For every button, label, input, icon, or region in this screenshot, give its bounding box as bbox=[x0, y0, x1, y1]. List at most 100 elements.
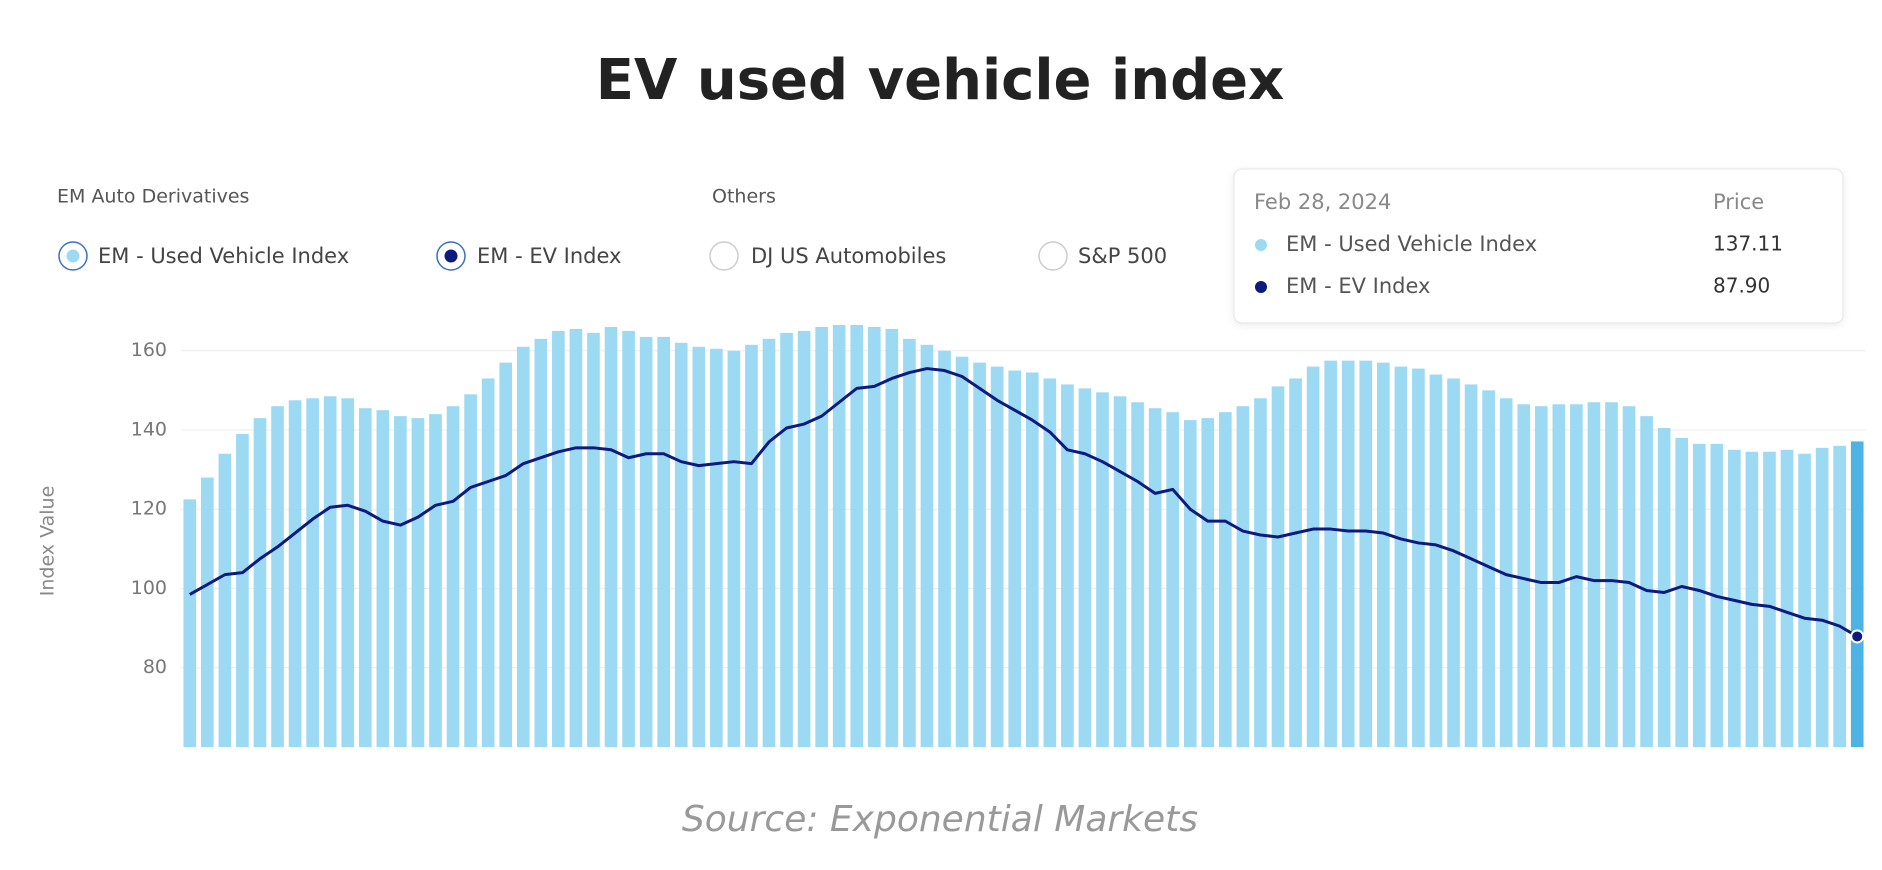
chart-title: EV used vehicle index bbox=[596, 48, 1285, 113]
bar bbox=[236, 433, 249, 747]
bar bbox=[622, 330, 635, 747]
bar bbox=[341, 398, 355, 747]
bar bbox=[1183, 420, 1197, 747]
bar bbox=[411, 418, 425, 747]
tooltip-name: EM - EV Index bbox=[1286, 274, 1430, 298]
bar bbox=[534, 338, 548, 747]
bar bbox=[674, 342, 688, 747]
bar bbox=[1464, 384, 1478, 747]
bar bbox=[1166, 412, 1180, 747]
bar bbox=[569, 328, 583, 747]
legend-label[interactable]: EM - EV Index bbox=[477, 244, 621, 268]
bar bbox=[499, 362, 513, 747]
bar bbox=[1148, 408, 1162, 747]
tooltip-date: Feb 28, 2024 bbox=[1254, 190, 1391, 214]
bar bbox=[552, 330, 565, 747]
bar bbox=[1359, 360, 1373, 747]
y-axis-label: Index Value bbox=[37, 486, 59, 597]
bar bbox=[1605, 402, 1618, 747]
bar bbox=[516, 346, 530, 747]
y-tick-label: 80 bbox=[143, 656, 167, 678]
bar bbox=[1447, 378, 1460, 747]
bar bbox=[1078, 388, 1092, 747]
bar bbox=[710, 348, 723, 747]
bar bbox=[1798, 453, 1811, 747]
bar bbox=[183, 499, 197, 747]
bar bbox=[1061, 384, 1074, 747]
tooltip-name: EM - Used Vehicle Index bbox=[1286, 232, 1537, 256]
bar bbox=[1025, 372, 1039, 747]
radio-label[interactable]: S&P 500 bbox=[1078, 244, 1167, 268]
radio-ring[interactable] bbox=[709, 241, 739, 271]
bar bbox=[1271, 386, 1285, 747]
bar bbox=[1534, 406, 1548, 747]
radio-ring[interactable] bbox=[1038, 241, 1068, 271]
bar bbox=[938, 350, 951, 747]
bar bbox=[990, 366, 1004, 747]
bar bbox=[973, 362, 986, 747]
bar bbox=[1429, 374, 1443, 747]
bar bbox=[1131, 402, 1144, 747]
bar bbox=[1728, 449, 1741, 747]
bar bbox=[727, 350, 741, 747]
bar bbox=[1201, 418, 1215, 747]
bar bbox=[1675, 437, 1689, 747]
bar bbox=[604, 326, 618, 747]
bar bbox=[850, 324, 864, 747]
tooltip: Feb 28, 2024 Price EM - Used Vehicle Ind… bbox=[1233, 168, 1844, 324]
bar bbox=[1850, 441, 1864, 747]
bar bbox=[832, 324, 846, 747]
bar bbox=[692, 346, 706, 747]
bar bbox=[867, 326, 881, 747]
bar bbox=[1096, 392, 1109, 747]
bar bbox=[815, 326, 828, 747]
bar bbox=[1763, 451, 1776, 747]
bar bbox=[253, 418, 267, 747]
bar bbox=[1376, 362, 1390, 747]
bar bbox=[1517, 404, 1531, 747]
bar bbox=[1324, 360, 1337, 747]
bar bbox=[1254, 398, 1267, 747]
radio-dot bbox=[444, 249, 458, 263]
bar bbox=[1306, 366, 1320, 747]
tooltip-dot bbox=[1255, 239, 1267, 251]
y-tick-label: 100 bbox=[131, 577, 167, 599]
tooltip-value: 87.90 bbox=[1713, 274, 1770, 298]
bar bbox=[1499, 398, 1513, 747]
tooltip-header: Price bbox=[1713, 190, 1764, 214]
radio[interactable]: DJ US Automobiles bbox=[709, 241, 946, 271]
bar bbox=[481, 378, 495, 747]
bar bbox=[429, 414, 442, 747]
bar bbox=[1657, 428, 1671, 747]
legend-label[interactable]: EM - Used Vehicle Index bbox=[98, 244, 349, 268]
bar bbox=[1640, 416, 1653, 747]
radio-label[interactable]: DJ US Automobiles bbox=[751, 244, 946, 268]
group-title: EM Auto Derivatives bbox=[57, 186, 249, 208]
bar bbox=[1622, 406, 1636, 747]
hover-point bbox=[1850, 629, 1865, 644]
bar bbox=[657, 336, 671, 747]
bar bbox=[780, 332, 793, 747]
radio[interactable]: EM - EV Index bbox=[436, 241, 621, 271]
radio[interactable]: EM - Used Vehicle Index bbox=[58, 241, 349, 271]
bar bbox=[464, 394, 477, 747]
bar bbox=[394, 416, 407, 747]
bar bbox=[1412, 368, 1425, 747]
bar bbox=[745, 344, 758, 747]
bar bbox=[920, 344, 934, 747]
line bbox=[189, 367, 1858, 638]
bar bbox=[1482, 390, 1495, 747]
bar bbox=[446, 406, 460, 747]
bar bbox=[1394, 366, 1408, 747]
bar bbox=[271, 406, 284, 747]
radio[interactable]: S&P 500 bbox=[1038, 241, 1167, 271]
source: Source: Exponential Markets bbox=[682, 799, 1198, 840]
bar bbox=[1692, 443, 1706, 747]
tooltip-dot bbox=[1255, 281, 1267, 293]
bar bbox=[1815, 447, 1829, 747]
radio-dot bbox=[66, 249, 80, 263]
tooltip-value: 137.11 bbox=[1713, 232, 1783, 256]
bar bbox=[1780, 449, 1794, 747]
bar bbox=[288, 400, 302, 747]
bar bbox=[218, 453, 232, 747]
